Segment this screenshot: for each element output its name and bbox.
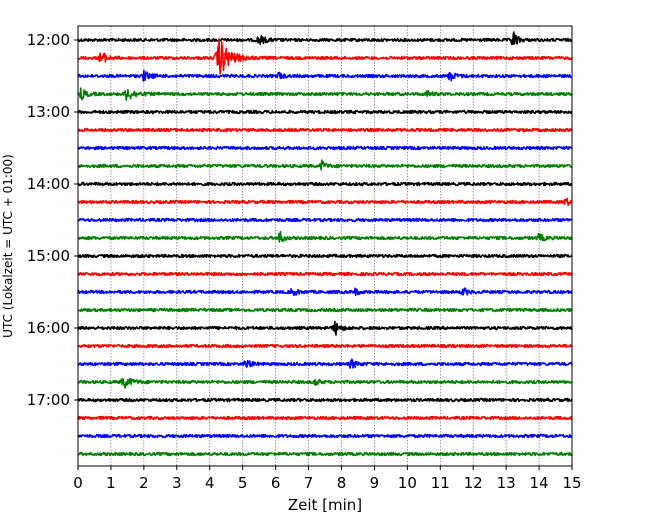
trace-17 bbox=[77, 343, 573, 349]
x-tick-label: 3 bbox=[172, 474, 182, 492]
x-tick-label: 8 bbox=[337, 474, 347, 492]
trace-4 bbox=[77, 109, 573, 115]
trace-2 bbox=[77, 69, 573, 82]
x-tick-label: 11 bbox=[431, 474, 450, 492]
y-tick-label: 14:00 bbox=[27, 175, 70, 193]
trace-16 bbox=[77, 320, 573, 336]
trace-15 bbox=[77, 307, 573, 313]
trace-22 bbox=[77, 433, 573, 439]
y-tick-label: 16:00 bbox=[27, 319, 70, 337]
x-tick-label: 9 bbox=[370, 474, 380, 492]
trace-12 bbox=[77, 253, 573, 259]
x-axis: 0 1 2 3 4 5 6 7 8 9 10 11 12 13 14 15 bbox=[73, 466, 582, 492]
trace-19 bbox=[77, 377, 573, 389]
trace-11 bbox=[77, 230, 573, 243]
trace-9 bbox=[77, 197, 573, 207]
y-tick-label: 15:00 bbox=[27, 247, 70, 265]
x-tick-label: 15 bbox=[562, 474, 581, 492]
trace-6 bbox=[77, 145, 573, 151]
trace-18 bbox=[77, 358, 573, 369]
grid bbox=[110, 26, 540, 466]
x-tick-label: 1 bbox=[106, 474, 116, 492]
trace-20 bbox=[77, 397, 573, 403]
traces bbox=[77, 31, 573, 457]
x-tick-label: 13 bbox=[497, 474, 516, 492]
trace-5 bbox=[77, 127, 573, 133]
trace-7 bbox=[77, 159, 573, 171]
trace-21 bbox=[77, 415, 573, 421]
trace-23 bbox=[77, 451, 573, 457]
y-tick-label: 13:00 bbox=[27, 103, 70, 121]
x-tick-label: 6 bbox=[271, 474, 281, 492]
trace-8 bbox=[77, 181, 573, 187]
y-axis-label: UTC (Lokalzeit = UTC + 01:00) bbox=[1, 154, 15, 338]
trace-3 bbox=[77, 87, 573, 101]
trace-14 bbox=[77, 287, 573, 297]
y-axis: 12:00 13:00 14:00 15:00 16:00 17:00 bbox=[27, 31, 78, 409]
x-tick-label: 4 bbox=[205, 474, 215, 492]
y-tick-label: 12:00 bbox=[27, 31, 70, 49]
plot-frame bbox=[77, 25, 573, 467]
x-tick-label: 12 bbox=[464, 474, 483, 492]
x-axis-label: Zeit [min] bbox=[288, 496, 362, 514]
x-tick-label: 5 bbox=[238, 474, 248, 492]
x-tick-label: 7 bbox=[304, 474, 314, 492]
x-tick-label: 0 bbox=[73, 474, 83, 492]
x-tick-label: 2 bbox=[139, 474, 149, 492]
trace-10 bbox=[77, 217, 573, 223]
x-tick-label: 10 bbox=[398, 474, 417, 492]
trace-0 bbox=[77, 31, 573, 46]
trace-13 bbox=[77, 271, 573, 277]
trace-1 bbox=[77, 38, 573, 75]
y-tick-label: 17:00 bbox=[27, 391, 70, 409]
x-tick-label: 14 bbox=[530, 474, 549, 492]
